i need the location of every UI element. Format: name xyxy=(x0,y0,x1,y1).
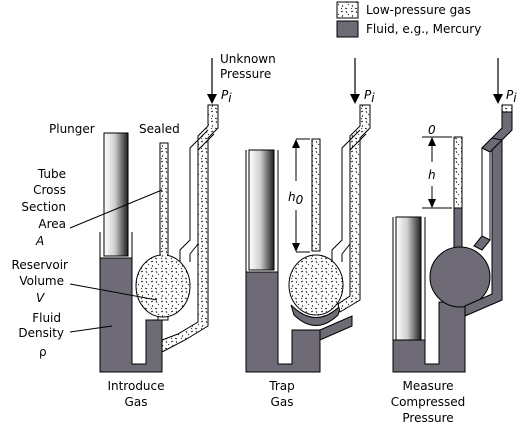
sealed-label: Sealed xyxy=(139,122,180,136)
reservoir-label: Reservoir xyxy=(12,258,69,272)
fluid-body xyxy=(245,271,321,373)
gas-legend-swatch xyxy=(336,1,359,19)
area-label: Area xyxy=(38,217,66,231)
stage3-line3: Pressure xyxy=(402,411,453,425)
cross-label: Cross xyxy=(33,183,66,197)
pi-label-1: Pi xyxy=(221,88,232,105)
sealed-capillary xyxy=(311,138,321,252)
plunger xyxy=(248,149,275,271)
stage3-line1: Measure xyxy=(403,379,454,393)
fluid-body xyxy=(392,301,466,373)
zero-label: 0 xyxy=(428,123,436,137)
reservoir-bulb xyxy=(135,254,191,318)
stage2-line1: Trap xyxy=(268,379,294,393)
stage-measure-pressure xyxy=(392,58,513,373)
pressure-label: Pressure xyxy=(220,67,271,81)
gas-legend-label: Low-pressure gas xyxy=(366,3,471,17)
pi-label-2: Pi xyxy=(364,88,375,105)
fluid-body xyxy=(99,257,163,373)
tube-label: Tube xyxy=(37,167,66,181)
gas-inlet-tube xyxy=(337,104,371,313)
plunger-label: Plunger xyxy=(49,122,95,136)
fluid-legend-swatch xyxy=(336,20,359,38)
stage1-line2: Gas xyxy=(125,395,148,409)
fluid-label: Fluid xyxy=(32,311,61,325)
fluid-legend-label: Fluid, e.g., Mercury xyxy=(366,22,481,36)
pi-label-3: Pi xyxy=(506,88,517,105)
density-label: Density xyxy=(18,326,64,340)
h-label: h xyxy=(428,168,436,182)
gas-inlet-tube xyxy=(161,104,219,353)
volume-symbol: V xyxy=(36,291,45,305)
h0-label: h0 xyxy=(288,190,304,207)
reservoir-bulb xyxy=(429,246,491,308)
stage3-line2: Compressed xyxy=(391,395,466,409)
plunger xyxy=(103,132,129,257)
labels: Unknown Pressure Pi Pi Pi Plunger Sealed… xyxy=(12,52,518,425)
section-label: Section xyxy=(21,200,66,214)
stage1-line1: Introduce xyxy=(107,379,164,393)
area-symbol: A xyxy=(35,234,44,248)
plunger xyxy=(395,216,422,341)
stage2-line2: Gas xyxy=(271,395,294,409)
density-symbol: ρ xyxy=(39,345,47,359)
sealed-capillary xyxy=(453,136,463,209)
unknown-label: Unknown xyxy=(220,52,276,66)
volume-label: Volume xyxy=(19,274,64,288)
stage-introduce-gas xyxy=(99,58,219,373)
stage-trap-gas xyxy=(245,58,371,373)
reservoir-bulb xyxy=(288,254,344,316)
leader-lines xyxy=(69,189,163,333)
sealed-capillary xyxy=(159,142,169,256)
legend: Low-pressure gas Fluid, e.g., Mercury xyxy=(336,1,481,38)
